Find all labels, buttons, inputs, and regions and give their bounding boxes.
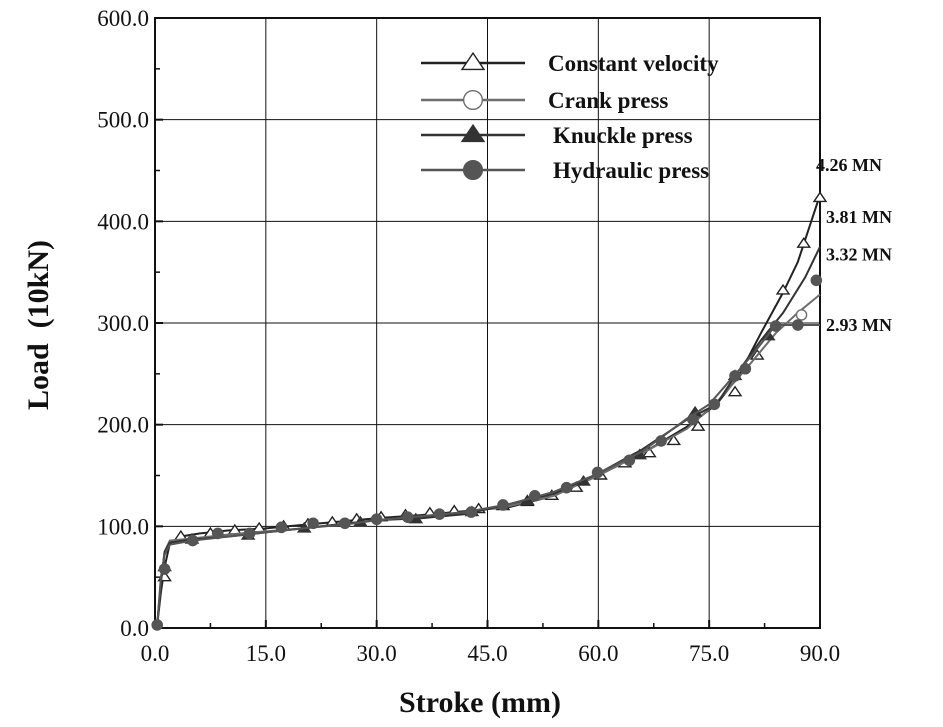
x-tick-label: 0.0 xyxy=(141,641,170,666)
data-point xyxy=(186,534,199,547)
data-point xyxy=(687,413,699,426)
legend-item-crank-press: Crank press xyxy=(421,88,668,113)
data-point xyxy=(307,517,319,530)
end-label-constant-velocity: 4.26 MN xyxy=(816,155,882,175)
y-tick-label: 500.0 xyxy=(97,108,149,133)
data-point xyxy=(810,274,823,287)
x-tick-label: 45.0 xyxy=(467,641,507,666)
legend-item-constant-velocity: Constant velocity xyxy=(421,51,719,76)
series-crank-press xyxy=(156,293,821,626)
data-point xyxy=(151,619,164,631)
y-tick-label: 100.0 xyxy=(97,514,149,539)
end-label-crank-press: 3.32 MN xyxy=(826,245,892,265)
legend-label: Constant velocity xyxy=(548,51,719,76)
data-point xyxy=(591,466,604,479)
data-point xyxy=(727,385,743,397)
data-point xyxy=(370,513,383,526)
legend-marker xyxy=(460,123,486,143)
legend-label: Hydraulic press xyxy=(553,158,709,183)
data-point xyxy=(795,309,808,321)
x-tick-label: 15.0 xyxy=(246,641,286,666)
y-tick-label: 200.0 xyxy=(97,413,149,438)
x-tick-label: 75.0 xyxy=(689,641,729,666)
y-tick-label: 300.0 xyxy=(97,311,149,336)
data-point xyxy=(796,237,812,248)
end-labels: 4.26 MN 3.32 MN 3.81 MN 2.93 MN xyxy=(816,155,892,335)
data-point xyxy=(158,563,171,575)
y-tick-label: 600.0 xyxy=(97,6,149,31)
legend-marker xyxy=(462,159,484,181)
data-point xyxy=(560,481,573,494)
grid xyxy=(155,18,820,628)
data-point xyxy=(690,420,706,431)
data-point xyxy=(401,511,414,523)
axis-ticks: 0.0 15.0 30.0 45.0 60.0 75.0 90.0 0.0 100.0 200.0… xyxy=(97,6,840,666)
y-tick-label: 400.0 xyxy=(97,209,149,234)
series-line xyxy=(156,324,820,626)
y-axis-title: Load (10kN) xyxy=(22,240,55,410)
data-point xyxy=(769,320,782,332)
legend-item-hydraulic-press: Hydraulic press xyxy=(421,158,709,183)
legend-marker xyxy=(460,51,486,71)
data-point xyxy=(275,521,288,534)
legend-label: Knuckle press xyxy=(553,123,693,148)
end-label-knuckle-press: 3.81 MN xyxy=(826,207,892,227)
data-point xyxy=(739,362,752,375)
series-constant-velocity xyxy=(156,191,828,626)
legend-marker xyxy=(462,89,484,111)
legend-item-knuckle-press: Knuckle press xyxy=(421,123,693,148)
x-axis-title: Stroke (mm) xyxy=(399,686,561,719)
data-point xyxy=(243,527,256,540)
end-label-hydraulic-press: 2.93 MN xyxy=(826,315,892,335)
data-point xyxy=(812,191,828,203)
data-point xyxy=(666,434,682,446)
data-point xyxy=(497,499,509,511)
data-point xyxy=(528,490,541,502)
data-point xyxy=(465,506,478,518)
data-point xyxy=(775,283,791,295)
legend: Constant velocity Crank press Knuckle pres… xyxy=(421,51,719,183)
data-point xyxy=(792,319,804,331)
legend-label: Crank press xyxy=(548,88,668,113)
data-point xyxy=(433,508,446,520)
data-point xyxy=(251,521,267,533)
series-hydraulic-press xyxy=(151,274,823,631)
series-line xyxy=(156,194,821,626)
y-tick-label: 0.0 xyxy=(120,616,149,641)
data-point xyxy=(655,435,667,447)
x-tick-label: 60.0 xyxy=(578,641,618,666)
data-point xyxy=(212,527,224,540)
series-knuckle-press xyxy=(156,246,821,626)
data-point xyxy=(708,398,721,411)
series-line xyxy=(156,293,821,626)
x-tick-label: 30.0 xyxy=(357,641,397,666)
x-tick-label: 90.0 xyxy=(800,641,840,666)
data-point xyxy=(729,370,741,382)
data-point xyxy=(339,517,351,530)
series-group xyxy=(151,191,828,631)
data-point xyxy=(623,454,636,467)
series-line xyxy=(156,246,821,626)
